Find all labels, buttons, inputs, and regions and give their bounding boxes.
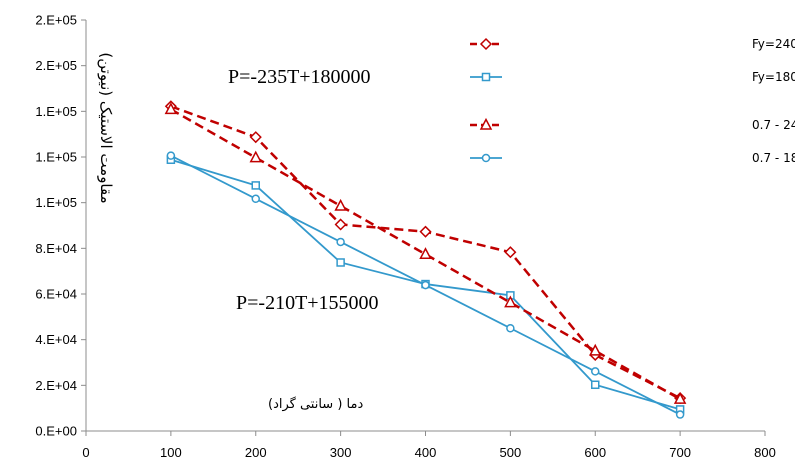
y-tick-label: 8.E+04 xyxy=(35,241,77,256)
diamond-marker xyxy=(504,246,517,259)
series-group xyxy=(164,100,687,419)
triangle-marker xyxy=(419,247,432,260)
diamond-marker xyxy=(249,131,262,144)
legend-entry-1: ضخامت 0.7 میلی متر با Fy=240 xyxy=(470,37,795,52)
legend-entry-2: ضخامت 0.7 میلی متر با Fy=1800 xyxy=(470,70,795,85)
x-tick-label: 200 xyxy=(245,445,267,460)
circle-marker xyxy=(421,280,430,290)
legend-entry-4: معادله 180 - 0.7 xyxy=(470,151,795,165)
x-tick-label: 500 xyxy=(500,445,522,460)
x-tick-labels: 0 100 200 300 400 500 600 700 800 xyxy=(82,445,775,460)
y-axis-label: مقاومت الاستیک (نیوتن) xyxy=(97,52,115,203)
x-tick-label: 400 xyxy=(415,445,437,460)
triangle-marker xyxy=(164,102,178,115)
triangle-marker xyxy=(479,117,493,130)
equation-annotation-lower: P=-210T+155000 xyxy=(236,292,379,314)
x-tick-label: 100 xyxy=(160,445,182,460)
y-tick-label: 0.E+00 xyxy=(35,424,77,439)
y-tick-label: 4.E+04 xyxy=(35,332,77,347)
triangle-marker xyxy=(589,343,602,356)
triangle-marker xyxy=(249,150,262,163)
square-marker xyxy=(591,380,600,390)
circle-marker xyxy=(591,367,600,376)
circle-marker xyxy=(506,324,515,333)
legend: ضخامت 0.7 میلی متر با Fy=240 ضخامت 0.7 می… xyxy=(470,37,795,165)
triangle-marker xyxy=(673,392,687,404)
legend-label: ضخامت 0.7 میلی متر با Fy=1800 xyxy=(752,70,795,85)
legend-label: ضخامت 0.7 میلی متر با Fy=240 xyxy=(752,37,795,52)
y-tick-label: 2.E+04 xyxy=(35,378,77,393)
x-tick-label: 0 xyxy=(82,445,89,460)
series-4 xyxy=(166,151,685,419)
y-tick-labels: 0.E+00 2.E+04 4.E+04 6.E+04 8.E+04 1.E+05 1.E+… xyxy=(35,13,77,439)
diamond-marker xyxy=(479,37,493,51)
axes xyxy=(81,19,766,436)
legend-label: معادله 240 - 0.7 xyxy=(752,118,795,132)
legend-label: معادله 180 - 0.7 xyxy=(752,151,795,165)
diamond-marker xyxy=(419,225,432,238)
y-tick-label: 1.E+05 xyxy=(35,104,77,119)
x-tick-label: 700 xyxy=(669,445,691,460)
square-marker xyxy=(336,258,345,267)
circle-marker xyxy=(481,153,491,163)
square-marker xyxy=(251,181,260,190)
y-tick-label: 1.E+05 xyxy=(35,150,77,165)
square-marker xyxy=(481,72,491,82)
circle-marker xyxy=(336,237,345,247)
circle-marker xyxy=(675,410,685,419)
equation-annotation-upper: P=-235T+180000 xyxy=(228,66,371,88)
y-tick-label: 2.E+05 xyxy=(35,58,77,73)
x-axis-label: دما ( سانتی گراد) xyxy=(268,396,363,412)
legend-entry-3: معادله 240 - 0.7 xyxy=(470,117,795,132)
x-tick-label: 300 xyxy=(330,445,352,460)
circle-marker xyxy=(251,194,260,204)
y-tick-label: 2.E+05 xyxy=(35,13,77,28)
y-tick-label: 6.E+04 xyxy=(35,287,77,302)
x-tick-label: 600 xyxy=(584,445,606,460)
circle-marker xyxy=(166,151,176,160)
y-tick-label: 1.E+05 xyxy=(35,195,77,210)
series-3 xyxy=(164,102,687,404)
triangle-marker xyxy=(334,198,347,211)
x-tick-label: 800 xyxy=(754,445,776,460)
diamond-marker xyxy=(334,218,347,231)
triangle-marker xyxy=(504,295,517,308)
